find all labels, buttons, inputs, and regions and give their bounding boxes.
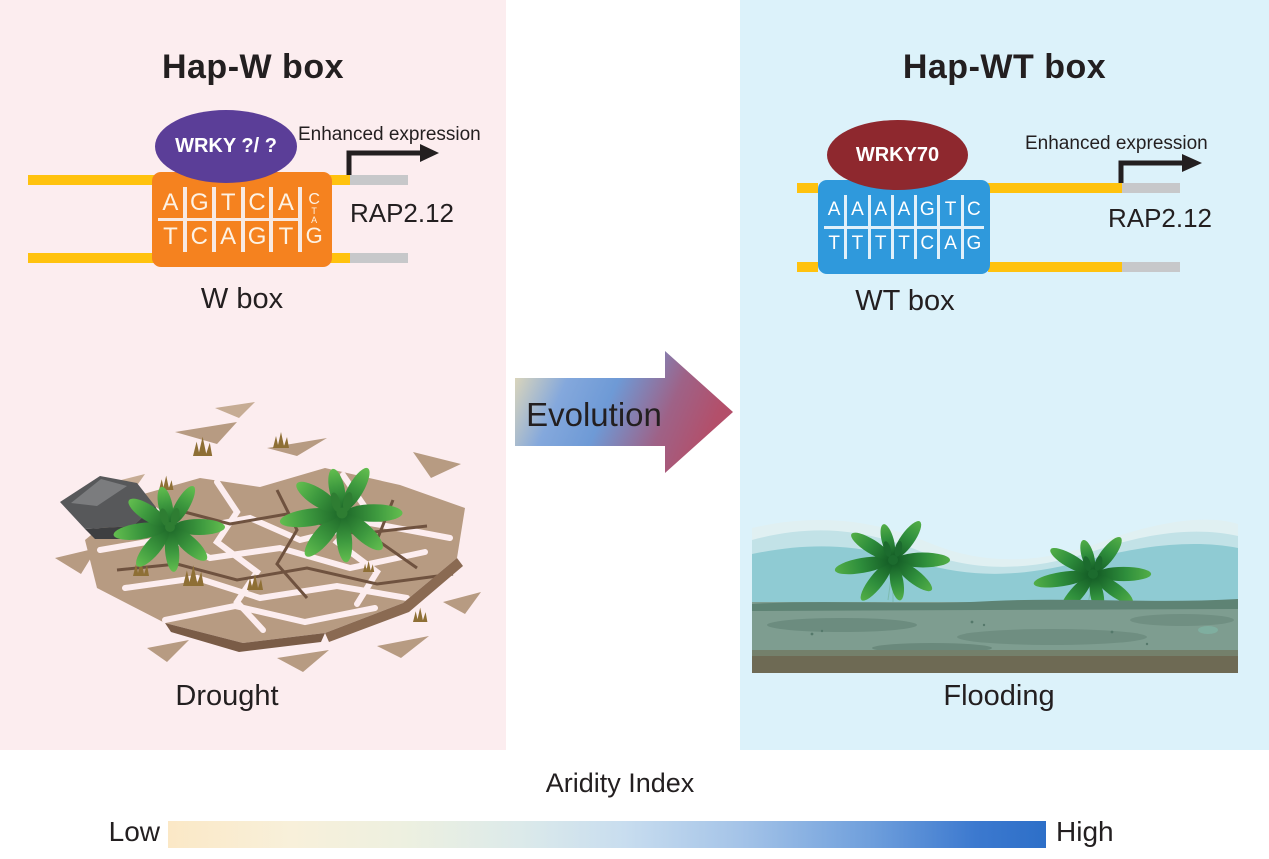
base: A bbox=[870, 195, 891, 226]
left-gene-segment-bottom bbox=[350, 253, 408, 263]
drought-illustration bbox=[55, 402, 481, 672]
flooding-illustration bbox=[752, 517, 1238, 673]
right-enhanced-expression-label: Enhanced expression bbox=[1025, 133, 1208, 154]
base: T bbox=[893, 228, 915, 259]
base: G bbox=[305, 223, 323, 249]
wt-box-sequence-grid: A A A A G T C T T T T C A G bbox=[824, 195, 984, 259]
base: G bbox=[186, 187, 212, 218]
base: A bbox=[824, 195, 845, 226]
base: T bbox=[158, 221, 183, 252]
left-gene-name: RAP2.12 bbox=[349, 198, 455, 228]
base: T bbox=[273, 221, 299, 252]
w-box-label: W box bbox=[200, 283, 284, 315]
left-gene-segment-top bbox=[350, 175, 408, 185]
right-dna-strand-bottom-left bbox=[797, 262, 818, 272]
base: G bbox=[244, 221, 270, 252]
flood-water bbox=[752, 519, 1238, 607]
base: T bbox=[940, 195, 961, 226]
hap-wt-panel: Hap-WT box WRKY70 Enhanced expression A … bbox=[740, 0, 1269, 750]
right-transcription-arrow-icon bbox=[1118, 154, 1202, 188]
left-dna-strand-top bbox=[28, 175, 155, 185]
base: C bbox=[963, 195, 984, 226]
wrky70-ellipse: WRKY70 bbox=[827, 120, 968, 190]
aridity-index-title: Aridity Index bbox=[545, 768, 695, 798]
hap-w-panel: Hap-W box WRKY ?/ ? Enhanced expression … bbox=[0, 0, 506, 750]
w-box-sequence-grid: A G T C A C T A G T C A G T bbox=[158, 187, 326, 252]
base: A bbox=[273, 187, 299, 218]
wt-box-motif: A A A A G T C T T T T C A G bbox=[818, 180, 990, 274]
base: T bbox=[847, 228, 868, 259]
submerged-soil bbox=[752, 599, 1238, 673]
right-dna-strand-top bbox=[988, 183, 1122, 193]
aridity-high-label: High bbox=[1056, 816, 1114, 847]
left-dna-strand-top-right bbox=[330, 175, 350, 185]
base: G bbox=[963, 228, 984, 259]
left-transcription-arrow-icon bbox=[346, 144, 439, 182]
left-dna-strand-bottom bbox=[28, 253, 155, 263]
right-panel-title: Hap-WT box bbox=[902, 48, 1107, 87]
base: C bbox=[244, 187, 270, 218]
base: T bbox=[824, 228, 845, 259]
wrky70-label: WRKY70 bbox=[855, 143, 940, 166]
left-dna-strand-bottom-right bbox=[330, 253, 350, 263]
aridity-low-label: Low bbox=[108, 816, 160, 847]
base: G bbox=[917, 195, 938, 226]
base: A bbox=[158, 187, 183, 218]
base: T bbox=[215, 187, 241, 218]
base: T bbox=[311, 206, 317, 217]
base: T bbox=[870, 228, 891, 259]
base: A bbox=[847, 195, 868, 226]
wrky-unknown-label: WRKY ?/ ? bbox=[175, 135, 277, 157]
aridity-gradient-bar bbox=[168, 821, 1046, 848]
right-gene-segment-bottom bbox=[1122, 262, 1180, 272]
flooding-label: Flooding bbox=[943, 680, 1055, 712]
w-box-motif: A G T C A C T A G T C A G T bbox=[152, 172, 332, 267]
right-gene-name: RAP2.12 bbox=[1107, 203, 1213, 233]
base: A bbox=[215, 221, 241, 252]
right-dna-strand-top-left bbox=[797, 183, 818, 193]
evolution-label: Evolution bbox=[526, 396, 662, 433]
base: C bbox=[186, 221, 212, 252]
wrky-unknown-ellipse: WRKY ?/ ? bbox=[155, 110, 297, 183]
left-enhanced-expression-label: Enhanced expression bbox=[298, 124, 481, 145]
base: A bbox=[893, 195, 915, 226]
drought-label: Drought bbox=[175, 680, 279, 712]
base: A bbox=[940, 228, 961, 259]
wt-box-label: WT box bbox=[855, 285, 955, 317]
right-dna-strand-bottom bbox=[988, 262, 1122, 272]
base: C bbox=[917, 228, 938, 259]
degenerate-base-column: C T A G bbox=[302, 187, 326, 252]
left-panel-title: Hap-W box bbox=[161, 48, 345, 87]
evolution-arrow bbox=[515, 351, 733, 473]
right-gene-segment-top bbox=[1122, 183, 1180, 193]
base: C bbox=[308, 190, 320, 208]
base: A bbox=[311, 215, 318, 226]
